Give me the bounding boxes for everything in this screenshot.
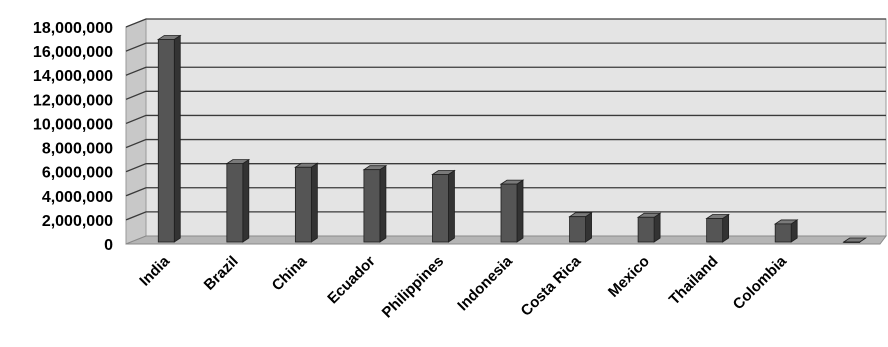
x-tick-label: China (269, 252, 311, 294)
bar-side (379, 164, 387, 243)
y-tick-label: 6,000,000 (42, 165, 113, 182)
bar (431, 169, 456, 243)
bar-side (242, 158, 250, 243)
x-tick-label: Philippines (379, 253, 448, 322)
x-tick-label: Ecuador (324, 253, 379, 308)
bar-front (500, 183, 518, 243)
bar-front (226, 163, 244, 243)
x-tick-label: Colombia (730, 252, 791, 313)
gridline (125, 90, 886, 100)
bar-front (294, 166, 312, 243)
x-axis-category-labels: India Brazil China Ecuador Philippines Indone… (136, 252, 790, 321)
bar (773, 219, 799, 243)
x-tick-label: India (136, 252, 173, 289)
bar (499, 179, 525, 243)
x-tick-label: Costa Rica (518, 252, 585, 319)
y-tick-label: 12,000,000 (33, 92, 113, 109)
y-tick-label: 14,000,000 (33, 68, 113, 85)
bar (705, 213, 730, 243)
gridline (125, 114, 886, 125)
bar-side (585, 211, 592, 243)
bar-side (310, 162, 318, 243)
gridline (125, 66, 886, 76)
gridline (125, 18, 886, 28)
bar (156, 34, 182, 243)
bar (568, 211, 593, 243)
gridline (125, 163, 886, 173)
y-tick-label: 18,000,000 (33, 20, 113, 37)
y-axis-tick-labels: 0 2,000,000 4,000,000 6,000,000 8,000,000 10,… (33, 20, 113, 254)
bar-front (843, 241, 861, 243)
gridline (125, 42, 886, 52)
bars (156, 34, 868, 243)
gridline (125, 187, 886, 197)
bar-front (157, 39, 175, 243)
side-wall (125, 18, 147, 245)
y-tick-label: 2,000,000 (42, 213, 113, 230)
bar-front (363, 169, 381, 243)
y-tick-label: 10,000,000 (33, 116, 113, 133)
x-tick-label: Thailand (666, 253, 722, 309)
bar (636, 212, 662, 243)
y-tick-label: 8,000,000 (42, 141, 113, 158)
x-tick-label: Mexico (605, 253, 653, 301)
bar (842, 237, 868, 243)
x-tick-label: Indonesia (454, 252, 516, 314)
y-tick-label: 16,000,000 (33, 44, 113, 61)
bar-front (774, 223, 792, 243)
bar-front (706, 218, 724, 243)
gridlines (125, 18, 886, 221)
y-tick-label: 4,000,000 (42, 189, 113, 206)
bar-front (432, 174, 449, 243)
bar-side (516, 179, 524, 243)
bar-side (173, 34, 181, 243)
gridline (125, 211, 886, 221)
bar (294, 162, 319, 243)
bar-side (448, 169, 455, 243)
y-tick-label: 0 (104, 237, 113, 254)
bar (362, 164, 388, 243)
gridline (125, 138, 886, 149)
bar (225, 158, 251, 243)
x-tick-label: Brazil (201, 253, 242, 294)
bar-side (653, 212, 661, 243)
bar-front (637, 216, 655, 243)
bar-front (569, 216, 586, 243)
bar-side (722, 213, 730, 243)
